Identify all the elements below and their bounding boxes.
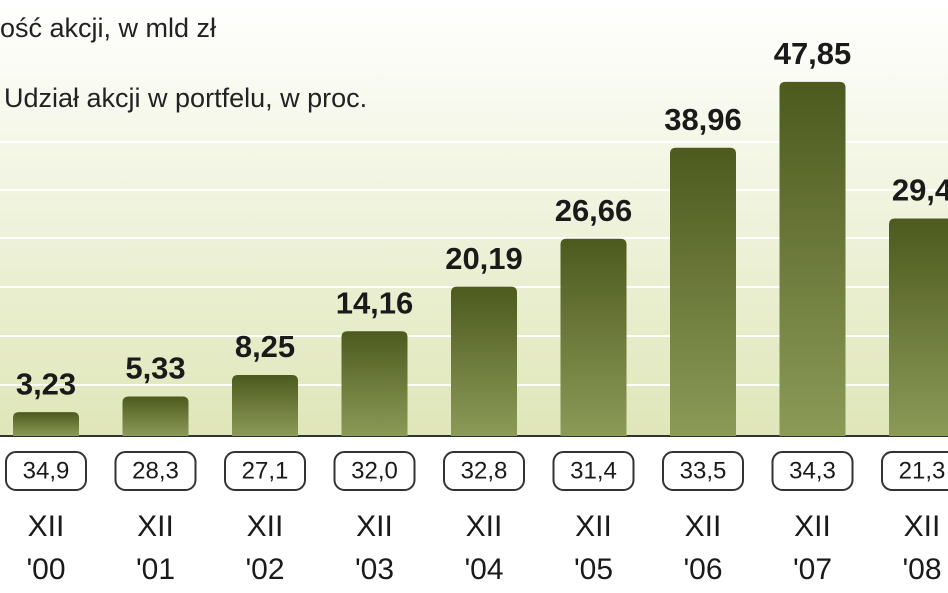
x-tick-label: XII xyxy=(137,510,174,543)
share-label: 32,0 xyxy=(351,457,398,484)
x-tick-label: XII xyxy=(575,510,612,543)
x-tick-label: XII xyxy=(904,510,941,543)
x-tick-label: XII xyxy=(356,510,393,543)
value-label: 26,66 xyxy=(555,193,633,228)
share-box xyxy=(443,451,525,491)
value-label: 5,33 xyxy=(125,351,185,386)
share-label: 32,8 xyxy=(461,457,508,484)
x-tick-label: '00 xyxy=(26,553,65,586)
value-label: 14,16 xyxy=(336,285,414,320)
bar xyxy=(560,238,627,436)
chart-title: ość akcji, w mld zł xyxy=(0,13,216,43)
bar xyxy=(122,396,189,436)
bar xyxy=(889,218,948,436)
x-tick-label: '08 xyxy=(902,553,941,586)
x-tick-label: '01 xyxy=(136,553,175,586)
value-label: 20,19 xyxy=(445,241,523,276)
bar xyxy=(670,147,736,437)
x-tick-label: '02 xyxy=(245,553,284,586)
x-tick-label: XII xyxy=(28,510,65,543)
bar xyxy=(451,286,517,436)
share-box xyxy=(662,451,744,491)
share-label: 27,1 xyxy=(242,457,289,484)
bar xyxy=(779,81,846,436)
value-label: 29,4 xyxy=(892,173,948,208)
share-box xyxy=(552,451,635,491)
value-label: 47,85 xyxy=(774,36,852,71)
x-tick-label: '06 xyxy=(683,553,722,586)
bar xyxy=(232,374,298,436)
share-label: 34,3 xyxy=(789,457,836,484)
share-label: 33,5 xyxy=(680,457,727,484)
share-label: 21,3 xyxy=(899,457,946,484)
bar xyxy=(13,412,79,436)
value-label: 38,96 xyxy=(664,102,742,137)
x-tick-label: '05 xyxy=(574,553,613,586)
x-tick-label: '04 xyxy=(464,553,503,586)
share-box xyxy=(881,451,948,491)
x-tick-label: '03 xyxy=(355,553,394,586)
share-box xyxy=(333,451,416,491)
x-tick-label: XII xyxy=(794,510,831,543)
bar xyxy=(341,331,408,436)
value-label: 8,25 xyxy=(235,329,295,364)
chart-subtitle: Udział akcji w portfelu, w proc. xyxy=(4,83,367,113)
x-tick-label: XII xyxy=(247,510,284,543)
share-box xyxy=(771,451,854,491)
value-label: 3,23 xyxy=(16,366,76,401)
share-label: 31,4 xyxy=(570,457,617,484)
share-label: 34,9 xyxy=(23,457,70,484)
share-label: 28,3 xyxy=(132,457,179,484)
share-box xyxy=(224,451,306,491)
x-tick-label: XII xyxy=(466,510,503,543)
share-box xyxy=(5,451,87,491)
x-tick-label: '07 xyxy=(793,553,832,586)
x-tick-label: XII xyxy=(685,510,722,543)
share-box xyxy=(114,451,197,491)
